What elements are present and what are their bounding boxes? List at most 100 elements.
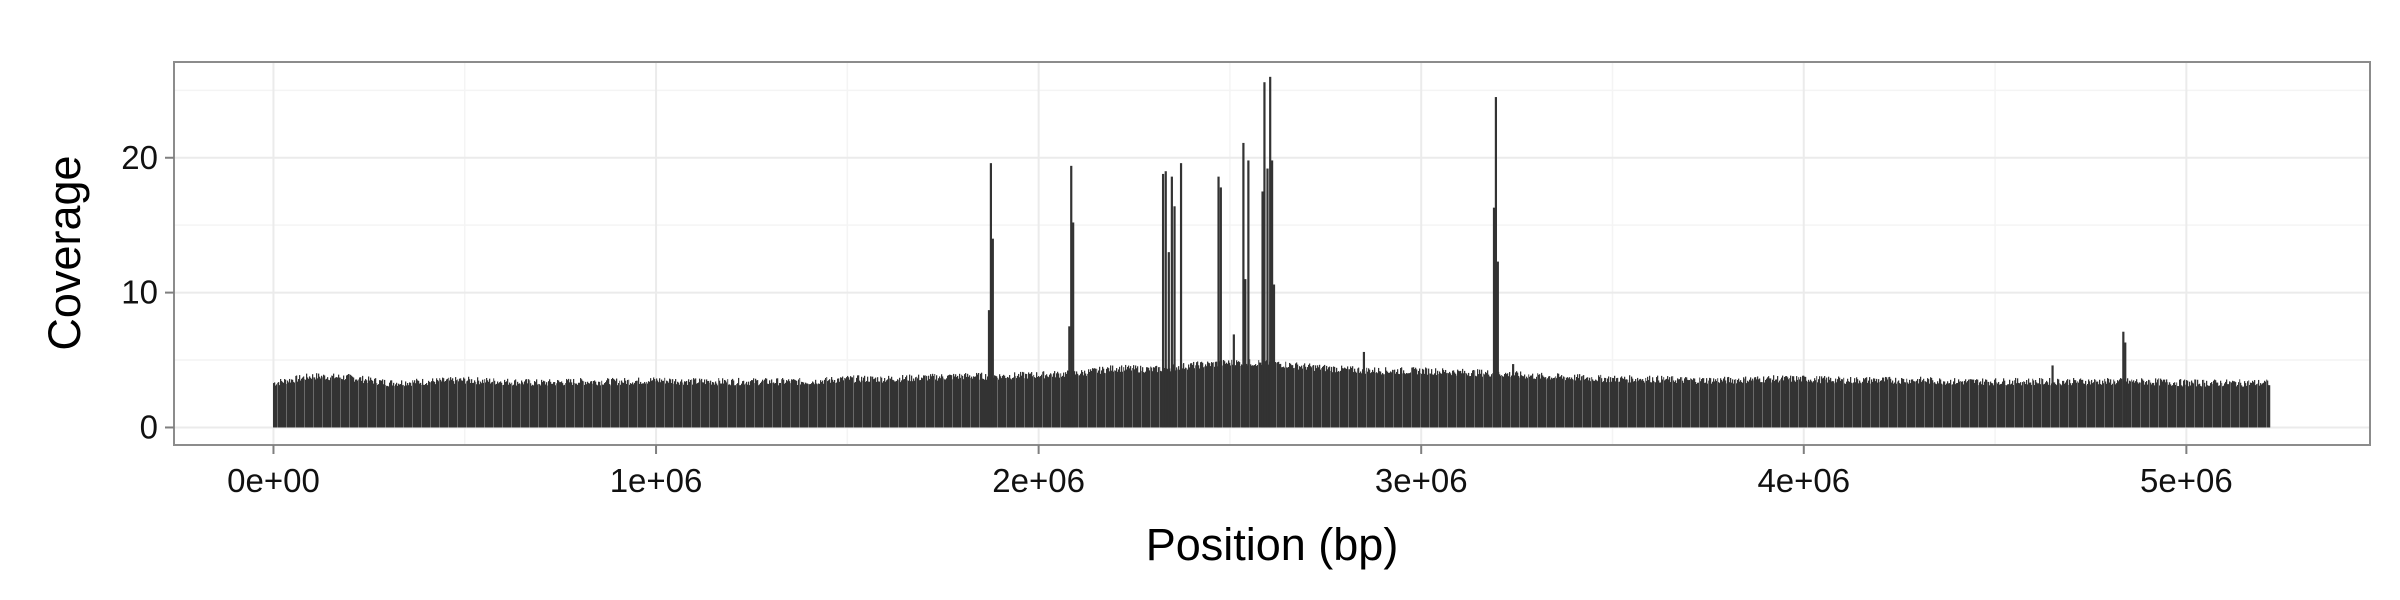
coverage-bar <box>1466 373 1468 428</box>
coverage-bar <box>1668 379 1670 428</box>
coverage-bar <box>454 383 456 428</box>
coverage-bar <box>970 378 972 428</box>
coverage-bar <box>2072 383 2074 428</box>
coverage-bar <box>524 381 526 428</box>
coverage-bar <box>542 382 544 428</box>
coverage-bar <box>494 380 496 428</box>
coverage-bar <box>1383 374 1385 428</box>
coverage-bar <box>1872 381 1874 428</box>
coverage-bar <box>1643 380 1645 428</box>
coverage-bar <box>429 381 431 428</box>
coverage-bar <box>1028 372 1030 428</box>
coverage-bar <box>2006 385 2008 428</box>
coverage-bar <box>1439 371 1441 428</box>
coverage-bar <box>680 381 682 428</box>
coverage-bar <box>1808 379 1810 428</box>
coverage-bar <box>532 384 534 428</box>
coverage-bar <box>1041 374 1043 428</box>
coverage-bar <box>1400 368 1402 428</box>
coverage-bar <box>1897 381 1899 428</box>
coverage-bar <box>1045 375 1047 428</box>
coverage-bar <box>484 379 486 428</box>
coverage-bar <box>533 385 535 428</box>
coverage-bar <box>1577 374 1579 428</box>
coverage-bar <box>1326 365 1328 428</box>
coverage-bar <box>289 378 291 428</box>
coverage-bar <box>606 380 608 428</box>
coverage-bar <box>1066 373 1068 428</box>
coverage-bar <box>1358 367 1360 428</box>
coverage-bar <box>1920 376 1922 428</box>
coverage-bar <box>834 379 836 428</box>
coverage-bar <box>1475 375 1477 428</box>
coverage-bar <box>478 380 480 428</box>
coverage-bar <box>1425 367 1427 428</box>
coverage-bar <box>525 379 527 428</box>
coverage-bar <box>1317 365 1319 428</box>
coverage-bar <box>1907 382 1909 428</box>
coverage-bar <box>1784 376 1786 428</box>
coverage-bar <box>1987 381 1989 428</box>
coverage-bar <box>666 380 668 428</box>
coverage-bar <box>2150 382 2152 428</box>
coverage-bar <box>1553 377 1555 428</box>
coverage-bar <box>1189 367 1191 428</box>
coverage-bar <box>2214 379 2216 428</box>
coverage-bar <box>2203 379 2205 428</box>
coverage-bar <box>1548 376 1550 428</box>
coverage-bar <box>829 379 831 428</box>
coverage-bar <box>1362 369 1364 428</box>
coverage-bar <box>1623 378 1625 428</box>
coverage-bar <box>982 378 984 428</box>
coverage-bar <box>1164 367 1166 428</box>
coverage-bar <box>1282 367 1284 428</box>
coverage-bar <box>2029 382 2031 428</box>
coverage-bar <box>840 377 842 428</box>
coverage-bar <box>722 378 724 428</box>
coverage-bar <box>975 376 977 428</box>
coverage-bar <box>1506 374 1508 428</box>
coverage-bar <box>2185 384 2187 428</box>
coverage-bar <box>2065 382 2067 428</box>
coverage-bar <box>1305 366 1307 428</box>
coverage-bar <box>1325 371 1327 428</box>
coverage-bar <box>1743 377 1745 428</box>
coverage-bar <box>1225 363 1227 428</box>
coverage-bar <box>2227 384 2229 428</box>
coverage-bar <box>1793 376 1795 428</box>
coverage-bar <box>997 377 999 428</box>
coverage-bar <box>1543 376 1545 428</box>
coverage-bar <box>390 380 392 428</box>
coverage-bar <box>564 384 566 428</box>
coverage-bar <box>955 374 957 428</box>
coverage-bar <box>1533 378 1535 428</box>
coverage-bar <box>333 373 335 428</box>
coverage-bar <box>868 381 870 428</box>
coverage-bar <box>1004 375 1006 428</box>
coverage-bar <box>1053 373 1055 428</box>
coverage-bar <box>2210 383 2212 428</box>
coverage-bar <box>352 376 354 428</box>
coverage-bar <box>563 385 565 428</box>
coverage-bar <box>1963 384 1965 428</box>
coverage-bar <box>1036 372 1038 428</box>
coverage-bar <box>1680 377 1682 428</box>
coverage-bar <box>2106 383 2108 428</box>
coverage-bar <box>1838 376 1840 428</box>
coverage-bar <box>808 384 810 428</box>
coverage-bar <box>1667 376 1669 428</box>
coverage-bar <box>1699 377 1701 428</box>
coverage-bar <box>1852 383 1854 428</box>
coverage-bar <box>1710 378 1712 428</box>
coverage-bar <box>1369 369 1371 428</box>
coverage-bar <box>461 380 463 428</box>
coverage-bar <box>1610 377 1612 428</box>
coverage-bar <box>450 377 452 428</box>
coverage-bar <box>1413 367 1415 428</box>
coverage-bar <box>608 378 610 428</box>
coverage-bar <box>625 380 627 428</box>
coverage-bar <box>1927 378 1929 428</box>
coverage-bar <box>551 383 553 428</box>
coverage-bar <box>1851 382 1853 428</box>
coverage-bar <box>2011 383 2013 428</box>
